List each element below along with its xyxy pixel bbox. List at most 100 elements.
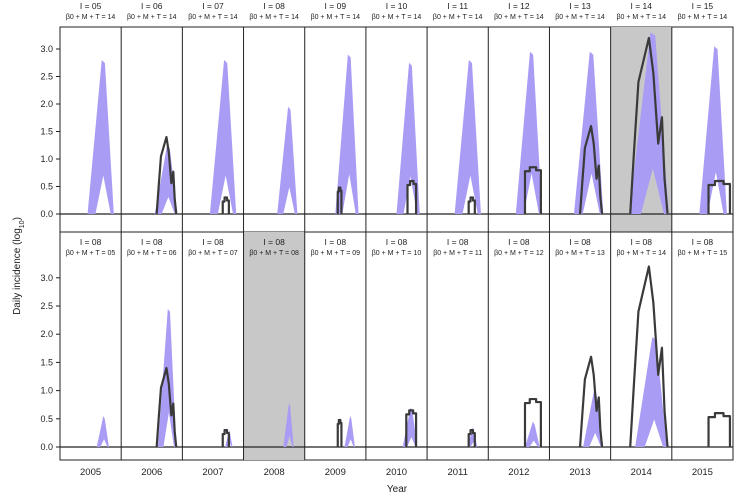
panel-subtitle: β0 + M + T = 15 [678,250,728,257]
year-label: 2011 [447,467,467,478]
x-axis-label: Year [387,484,408,495]
y-axis-label-sub: 10 [19,220,26,228]
panel-subtitle: β0 + M + T = 14 [678,14,728,21]
chart-row: I = 08 β0 + M + T = 05 I = 08 β0 + M + T = … [40,231,734,461]
panel-title: I = 14 [630,1,652,11]
model-band [87,60,114,214]
y-tick-label: 0.5 [40,182,53,192]
year-label: 2005 [80,467,101,478]
y-tick-label: 0.0 [40,209,53,219]
panel: I = 06 β0 + M + T = 14 [120,1,178,233]
panel: I = 13 β0 + M + T = 14 [548,1,605,233]
panel: I = 11 β0 + M + T = 14 [426,1,483,233]
observed-series [336,418,343,447]
year-label: 2009 [325,467,346,478]
panel: I = 10 β0 + M + T = 14 [365,1,421,233]
panel-title: I = 05 [80,1,102,11]
model-band [283,403,294,447]
model-band [335,54,359,214]
panel-subtitle: β0 + M + T = 14 [616,14,666,21]
panel: I = 08 β0 + M + T = 13 [548,232,605,460]
y-tick-label: 1.5 [40,357,53,367]
year-labels: 2005 2006 2007 2008 2009 2010 2011 2012 2013 2014… [80,467,713,478]
y-tick-label: 0.5 [40,414,53,424]
panel-subtitle: β0 + M + T = 06 [127,250,177,257]
observed-series [523,397,542,447]
panel-title: I = 13 [569,1,591,11]
y-tick-label: 1.0 [40,386,53,396]
y-tick-label: 2.5 [40,72,53,82]
year-label: 2015 [692,467,713,478]
year-label: 2012 [508,467,529,478]
panel-subtitle: β0 + M + T = 14 [249,14,299,21]
panel-title: I = 08 [325,237,347,247]
panel-title: I = 15 [692,1,714,11]
observed-series [578,355,604,448]
panel: I = 09 β0 + M + T = 14 [304,1,361,233]
panel: I = 15 β0 + M + T = 14 [671,1,732,233]
model-band [635,337,667,447]
observed-series [467,196,476,214]
observed-series [221,196,230,214]
panel-title: I = 08 [447,237,469,247]
y-axis-label-end: ) [12,217,23,220]
panel: I = 05 β0 + M + T = 14 [66,1,116,214]
panel-title: I = 08 [80,237,102,247]
model-band [583,390,604,447]
model-band [209,60,237,214]
panel-subtitle: β0 + M + T = 14 [66,14,116,21]
observed-series [629,265,669,448]
y-tick-label: 1.5 [40,127,53,137]
panel-title: I = 08 [263,1,285,11]
panel: I = 08 β0 + M + T = 14 [610,232,669,460]
panel: I = 08 β0 + M + T = 11 [426,232,482,460]
panel-subtitle: β0 + M + T = 07 [188,250,238,257]
model-band [454,60,481,214]
panel-title: I = 08 [692,237,714,247]
panel-title: I = 08 [386,237,408,247]
observed-series [405,409,418,447]
model-band [277,106,298,214]
panel-title: I = 06 [141,1,163,11]
panel-subtitle: β0 + M + T = 09 [311,250,361,257]
model-band [96,415,109,447]
observed-series [523,166,542,214]
panel-subtitle: β0 + M + T = 10 [372,250,422,257]
y-tick-label: 0.0 [40,442,53,452]
panel-subtitle: β0 + M + T = 14 [127,14,177,21]
chart-rows: I = 05 β0 + M + T = 14 I = 06 β0 + M + T = … [40,1,734,461]
panel-subtitle: β0 + M + T = 13 [555,250,605,257]
panel: I = 08 β0 + M + T = 07 [181,232,238,460]
panel-title: I = 08 [508,237,530,247]
panel: I = 08 β0 + M + T = 05 [66,237,116,447]
panel-title: I = 08 [141,237,163,247]
panel-title: I = 08 [263,237,285,247]
panel: I = 08 β0 + M + T = 14 [243,1,299,233]
model-band [344,415,355,447]
panel-subtitle: β0 + M + T = 11 [433,250,482,257]
observed-series [467,428,476,447]
y-axis-label: Daily incidence (log10) [12,217,26,315]
panel-title: I = 10 [386,1,408,11]
panel: I = 07 β0 + M + T = 14 [181,1,238,233]
observed-series [578,124,604,215]
highlight-panel [243,232,305,460]
panel: I = 14 β0 + M + T = 14 [610,1,669,233]
y-tick-label: 2.0 [40,329,53,339]
panel-subtitle: β0 + M + T = 05 [66,250,116,257]
panel: I = 08 β0 + M + T = 09 [304,232,361,460]
panel: I = 12 β0 + M + T = 14 [487,1,544,233]
y-tick-label: 3.0 [40,273,53,283]
y-tick-label: 3.0 [40,44,53,54]
panel-subtitle: β0 + M + T = 14 [616,250,666,257]
panel-subtitle: β0 + M + T = 14 [311,14,361,21]
year-label: 2014 [631,467,652,478]
panel-title: I = 08 [202,237,224,247]
panel: I = 08 β0 + M + T = 08 [243,232,299,460]
chart-row: I = 05 β0 + M + T = 14 I = 06 β0 + M + T = … [40,1,734,234]
year-label: 2007 [202,467,223,478]
panel-title: I = 09 [325,1,347,11]
y-axis-label-main: Daily incidence (log [12,228,23,315]
model-band [396,62,420,214]
